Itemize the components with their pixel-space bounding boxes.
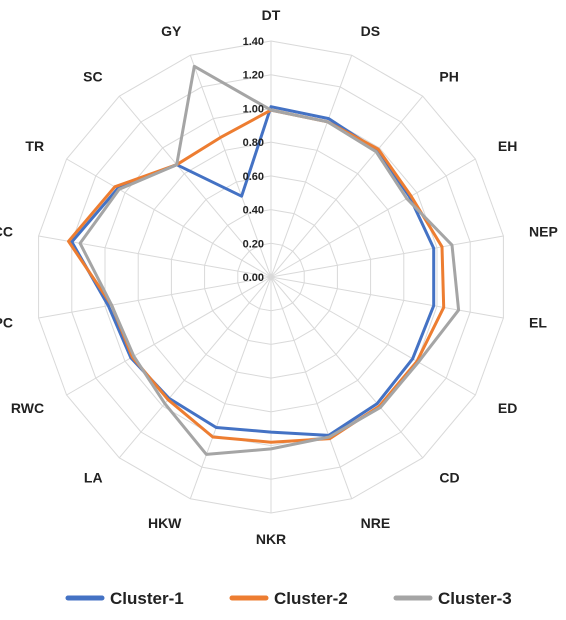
axis-label-nkr: NKR [256,531,286,547]
series-layer [67,64,461,456]
axis-label-rwc: RWC [11,400,44,416]
axis-label-nep: NEP [529,224,558,240]
legend-label: Cluster-2 [274,589,348,608]
grid-spoke [270,276,353,499]
grid-spoke [118,95,272,278]
grid-layer [38,40,504,514]
axis-label-el: EL [529,315,547,331]
grid-spoke [270,95,424,278]
grid-spoke [66,158,272,278]
tick-label: 1.00 [243,103,264,115]
ticks-layer: 0.00 0.20 0.40 0.60 0.80 1.00 1.20 1.40 [243,36,264,284]
axis-label-gy: GY [161,23,182,39]
axis-label-cd: CD [439,470,459,486]
grid-spoke [270,235,504,278]
axis-label-tr: TR [25,138,44,154]
tick-label: 0.40 [243,205,264,217]
tick-label: 1.40 [243,36,264,48]
grid-spoke [270,276,476,396]
axis-label-ed: ED [498,400,517,416]
grid-spoke [189,55,272,278]
axis-label-nre: NRE [361,515,391,531]
tick-label: 0.20 [243,238,264,250]
axis-label-cc: CC [0,224,13,240]
series-line-cluster-1 [70,105,436,437]
legend-label: Cluster-1 [110,589,184,608]
legend-label: Cluster-3 [438,589,512,608]
tick-label: 1.20 [243,70,264,82]
axis-label-ph: PH [439,68,458,84]
grid-spoke [270,276,424,459]
axis-label-ds: DS [361,23,380,39]
grid-spoke [118,276,272,459]
grid-spoke [38,276,272,319]
tick-label: 0.60 [243,171,264,183]
axis-label-hkw: HKW [148,515,182,531]
axis-label-sc: SC [83,68,102,84]
legend: Cluster-1 Cluster-2 Cluster-3 [65,589,512,608]
tick-label: 0.80 [243,137,264,149]
grid-spoke [270,158,476,278]
tick-label: 0.00 [243,272,264,284]
axis-label-la: LA [84,470,103,486]
axis-labels-layer: DT DS PH EH NEP EL ED CD NRE NKR HKW LA RWC PC CC TR SC G… [0,7,558,547]
axis-label-pc: PC [0,315,13,331]
grid-spoke [270,276,504,319]
grid-spoke [38,235,272,278]
grid-spoke [189,276,272,499]
axis-label-dt: DT [262,7,281,23]
series-line-cluster-2 [67,108,446,444]
grid-spoke [66,276,272,396]
grid-spoke [270,55,353,278]
axis-label-eh: EH [498,138,517,154]
series-line-cluster-3 [78,64,461,456]
